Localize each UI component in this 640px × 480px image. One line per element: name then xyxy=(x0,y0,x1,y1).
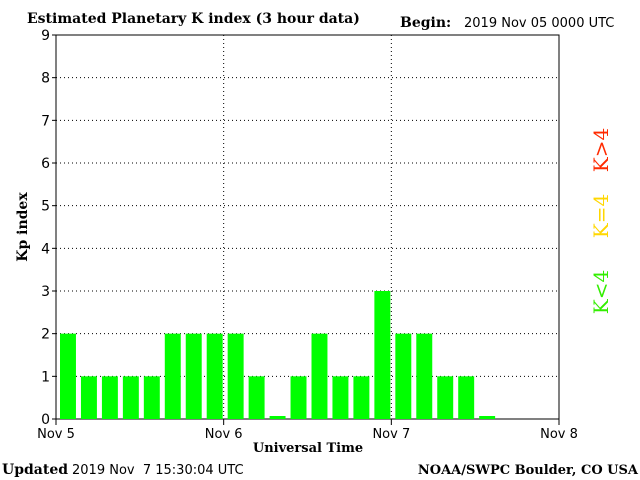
updated-value: 2019 Nov 7 15:30:04 UTC xyxy=(72,463,244,478)
kp-bar xyxy=(164,333,181,419)
kp-bar xyxy=(269,416,286,419)
y-tick-label: 2 xyxy=(41,327,50,343)
y-tick-label: 7 xyxy=(41,113,50,129)
kp-bar xyxy=(80,376,97,419)
y-tick-label: 5 xyxy=(41,199,50,215)
y-axis-ticks: 0 1 2 3 4 5 6 7 8 9 xyxy=(41,28,56,428)
kp-bar xyxy=(353,376,370,419)
y-tick-label: 0 xyxy=(41,412,50,428)
kp-bar xyxy=(395,333,412,419)
kp-bar xyxy=(479,416,496,419)
y-axis-label: Kp index xyxy=(15,192,31,262)
y-tick-label: 4 xyxy=(41,241,50,257)
grid-lines xyxy=(56,35,559,419)
legend-k-eq-4: K=4 xyxy=(589,194,613,238)
kp-bar xyxy=(311,333,328,419)
y-tick-label: 8 xyxy=(41,71,50,87)
updated-label: Updated xyxy=(2,462,68,478)
kp-bar xyxy=(143,376,160,419)
plot-area xyxy=(55,34,560,420)
legend: K>4 K=4 K<4 xyxy=(589,128,613,314)
x-axis-label: Universal Time xyxy=(253,441,363,456)
y-tick-label: 1 xyxy=(41,369,50,385)
chart-title: Estimated Planetary K index (3 hour data… xyxy=(27,11,360,27)
kp-bar xyxy=(374,291,391,419)
y-tick-label: 9 xyxy=(41,28,50,44)
kp-bar xyxy=(290,376,307,419)
x-tick-label: Nov 8 xyxy=(540,427,578,442)
kp-bar xyxy=(185,333,202,419)
y-tick-label: 3 xyxy=(41,284,50,300)
x-tick-label: Nov 6 xyxy=(205,427,243,442)
bars xyxy=(60,291,496,419)
x-tick-label: Nov 5 xyxy=(37,427,75,442)
legend-k-gt-4: K>4 xyxy=(589,128,613,172)
y-tick-label: 6 xyxy=(41,156,50,172)
kp-bar xyxy=(60,333,76,419)
kp-bar xyxy=(332,376,349,419)
begin-label: Begin: xyxy=(400,15,451,31)
kp-bar xyxy=(437,376,454,419)
kp-bar xyxy=(206,333,223,419)
kp-bar xyxy=(101,376,118,419)
x-tick-label: Nov 7 xyxy=(372,427,410,442)
kp-bar xyxy=(122,376,139,419)
source-credit: NOAA/SWPC Boulder, CO USA xyxy=(418,463,639,478)
kp-bar xyxy=(248,376,265,419)
legend-k-lt-4: K<4 xyxy=(589,270,613,314)
kp-bar xyxy=(227,333,244,419)
kp-bar xyxy=(458,376,475,419)
begin-value: 2019 Nov 05 0000 UTC xyxy=(464,16,614,31)
kp-bar xyxy=(416,333,433,419)
x-axis-ticks: Nov 5 Nov 6 Nov 7 Nov 8 xyxy=(37,419,578,442)
